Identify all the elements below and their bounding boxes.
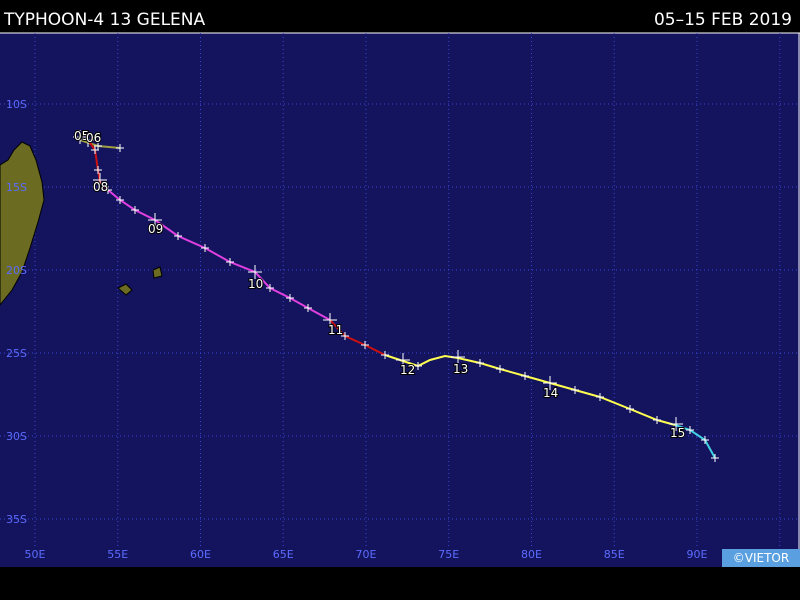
- copyright-box: [722, 549, 800, 567]
- track-tick: [571, 386, 579, 394]
- track-tick: [476, 359, 484, 367]
- lon-label: 55E: [107, 548, 128, 561]
- lat-label: 30S: [6, 430, 27, 443]
- day-marker: [543, 376, 557, 390]
- track-tick: [201, 244, 209, 252]
- island: [117, 283, 133, 296]
- track-tick: [653, 416, 661, 424]
- madagascar: [0, 141, 45, 306]
- lon-label: 75E: [438, 548, 459, 561]
- day-label: 15: [670, 426, 685, 440]
- track-tick: [626, 405, 634, 413]
- track-tick: [131, 206, 139, 214]
- track-tick: [701, 436, 709, 444]
- lat-label: 15S: [6, 181, 27, 194]
- title: TYPHOON-4 13 GELENA: [3, 10, 206, 30]
- day-marker: [248, 265, 262, 279]
- day-label: 11: [328, 323, 343, 337]
- track-tick: [116, 196, 124, 204]
- day-label: 13: [453, 362, 468, 376]
- lon-label: 80E: [521, 548, 542, 561]
- day-marker: [669, 417, 683, 431]
- day-label: 09: [148, 222, 163, 236]
- track-tick: [304, 304, 312, 312]
- day-marker: [93, 173, 107, 187]
- track-tick: [414, 362, 422, 370]
- track-tick: [116, 144, 124, 152]
- lon-label: 60E: [190, 548, 211, 561]
- track-tick: [286, 294, 294, 302]
- track-tick: [361, 341, 369, 349]
- track-tick: [596, 393, 604, 401]
- track-tick: [91, 146, 99, 154]
- day-label: 12: [400, 363, 415, 377]
- track-markers: [73, 130, 719, 462]
- track-segment: [329, 319, 386, 356]
- day-marker: [73, 130, 87, 144]
- island: [152, 266, 163, 279]
- lon-label: 65E: [273, 548, 294, 561]
- track-tick: [496, 365, 504, 373]
- lat-label: 10S: [6, 98, 27, 111]
- day-label: 06: [86, 131, 101, 145]
- day-marker: [323, 313, 337, 327]
- track-tick: [94, 166, 102, 174]
- track-tick: [266, 284, 274, 292]
- lat-label: 20S: [6, 264, 27, 277]
- track-tick: [521, 372, 529, 380]
- day-label: 05: [74, 129, 89, 143]
- track-tick: [711, 454, 719, 462]
- track-tick: [226, 258, 234, 266]
- grid: [0, 33, 800, 547]
- day-label: 14: [543, 386, 558, 400]
- day-label: 08: [93, 180, 108, 194]
- track-segment: [674, 424, 716, 459]
- day-label: 10: [248, 277, 263, 291]
- day-marker: [81, 133, 95, 147]
- date-range: 05–15 FEB 2019: [654, 10, 792, 30]
- day-marker: [451, 350, 465, 364]
- track-tick: [686, 426, 694, 434]
- track-tick: [381, 351, 389, 359]
- day-marker: [148, 213, 162, 227]
- track-tick: [341, 332, 349, 340]
- track-tick: [174, 232, 182, 240]
- lon-label: 70E: [356, 548, 377, 561]
- ocean: [0, 33, 800, 567]
- track-tick: [104, 186, 112, 194]
- lon-label: 50E: [25, 548, 46, 561]
- lon-label: 85E: [604, 548, 625, 561]
- lat-label: 25S: [6, 347, 27, 360]
- day-marker: [396, 353, 410, 367]
- lon-label: 90E: [687, 548, 708, 561]
- track-segment: [107, 189, 331, 321]
- copyright: ©VIETOR: [733, 551, 789, 565]
- lat-label: 35S: [6, 513, 27, 526]
